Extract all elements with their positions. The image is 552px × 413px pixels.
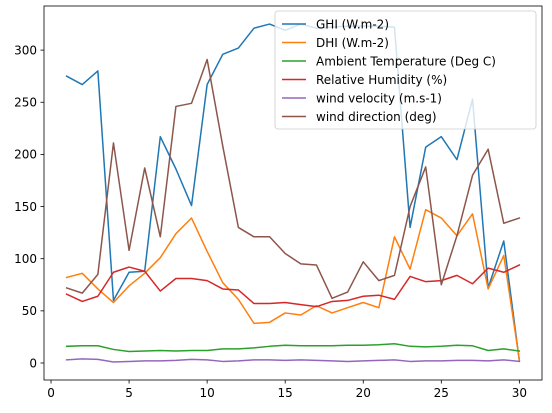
legend-label: Ambient Temperature (Deg C) xyxy=(316,54,496,68)
y-tick-label: 250 xyxy=(14,96,37,110)
series-line-3 xyxy=(65,263,521,308)
y-tick-label: 300 xyxy=(14,43,37,57)
x-axis: 0 5 10 15 20 25 30 xyxy=(47,380,527,400)
legend: GHI (W.m-2) DHI (W.m-2) Ambient Temperatur… xyxy=(274,10,537,130)
legend-label: DHI (W.m-2) xyxy=(316,36,389,50)
y-tick-label: 50 xyxy=(22,304,37,318)
x-tick-label: 20 xyxy=(356,386,371,400)
legend-label: GHI (W.m-2) xyxy=(316,17,389,31)
y-tick-label: 200 xyxy=(14,148,37,162)
legend-label: wind velocity (m.s-1) xyxy=(316,91,442,105)
x-tick-label: 0 xyxy=(47,386,55,400)
y-tick-label: 100 xyxy=(14,252,37,266)
x-tick-label: 5 xyxy=(125,386,133,400)
x-tick-label: 25 xyxy=(434,386,449,400)
x-tick-label: 10 xyxy=(199,386,214,400)
y-axis: 0 50 100 150 200 250 300 xyxy=(14,43,44,370)
legend-label: Relative Humidity (%) xyxy=(316,73,447,87)
plot-frame xyxy=(43,5,543,381)
x-tick-label: 30 xyxy=(512,386,527,400)
series-line-5 xyxy=(65,58,521,300)
legend-box xyxy=(274,10,537,130)
series-line-1 xyxy=(65,208,521,361)
legend-label: wind direction (deg) xyxy=(316,110,437,124)
series-line-4 xyxy=(65,358,521,363)
y-tick-label: 150 xyxy=(14,200,37,214)
series-line-2 xyxy=(65,342,521,353)
y-tick-label: 0 xyxy=(29,356,37,370)
x-tick-label: 15 xyxy=(278,386,293,400)
